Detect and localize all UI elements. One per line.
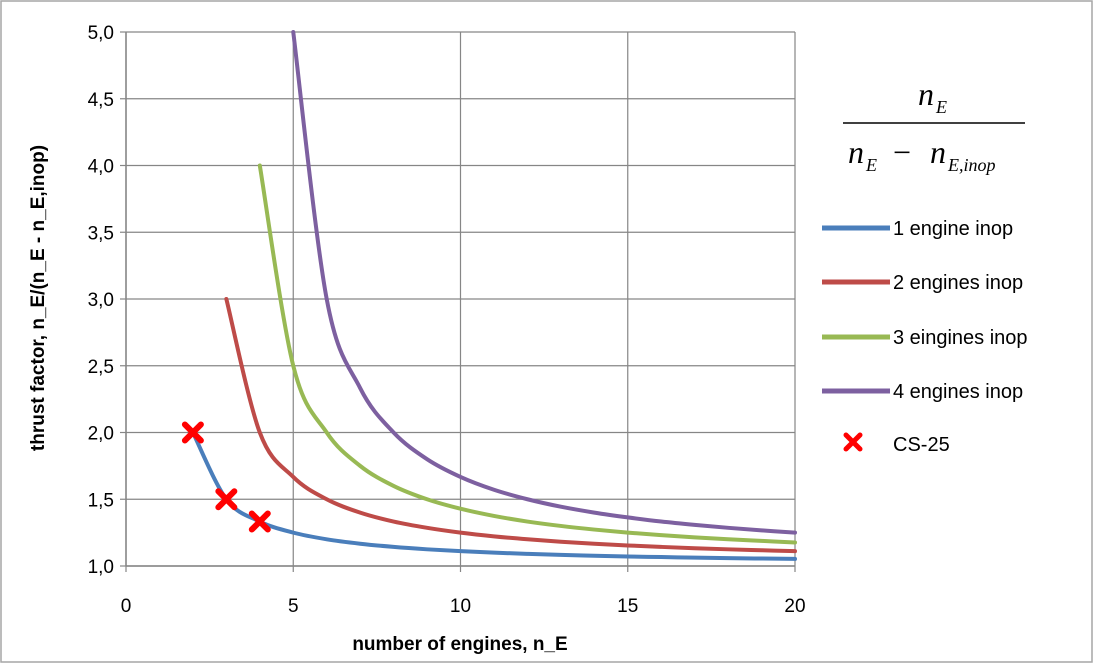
cs25-marker bbox=[181, 421, 204, 444]
y-tick-label: 1,5 bbox=[88, 490, 114, 511]
x-tick-label: 10 bbox=[450, 596, 471, 617]
legend-label-3: 3 eingines inop bbox=[893, 327, 1028, 349]
legend-marker-cs25 bbox=[843, 432, 863, 452]
cs25-marker-stroke bbox=[181, 421, 204, 444]
y-axis-title: thrust factor, n_E/(n_E - n_E,inop) bbox=[28, 145, 49, 451]
series-line-1 bbox=[190, 430, 797, 561]
x-tick-label: 20 bbox=[784, 596, 805, 617]
marker-layer bbox=[181, 421, 271, 533]
formula-denominator-2: n bbox=[930, 134, 946, 170]
formula-denominator: n bbox=[848, 134, 864, 170]
y-tick-label: 3,5 bbox=[88, 223, 114, 244]
y-tick-label: 5,0 bbox=[88, 23, 114, 44]
y-tick-label: 1,0 bbox=[88, 557, 114, 578]
formula-denominator-sub: E bbox=[865, 155, 877, 175]
x-tick-label: 0 bbox=[121, 596, 132, 617]
y-tick-label: 2,0 bbox=[88, 424, 114, 445]
axis-layer: 1,0 1,5 2,0 2,5 3,0 3,5 4,0 4,5 5,0 0 5 10 15 20 bbox=[88, 23, 806, 617]
cs25-marker-stroke bbox=[215, 488, 238, 511]
legend-label-2: 2 engines inop bbox=[893, 272, 1023, 294]
formula-numerator-sub: E bbox=[935, 97, 947, 117]
series-line-2 bbox=[224, 297, 797, 554]
legend-label-1: 1 engine inop bbox=[893, 218, 1013, 240]
y-tick-label: 4,0 bbox=[88, 157, 114, 178]
x-axis-title: number of engines, n_E bbox=[352, 634, 567, 655]
y-tick-label: 2,5 bbox=[88, 357, 114, 378]
legend: 1 engine inop 2 engines inop 3 eingines … bbox=[822, 218, 1028, 456]
y-tick-label: 4,5 bbox=[88, 90, 114, 111]
formula: n E n E − n E,inop bbox=[843, 76, 1025, 175]
series-line-3 bbox=[257, 163, 797, 545]
formula-numerator: n bbox=[918, 76, 934, 112]
cs25-marker bbox=[215, 488, 238, 511]
cs25-marker bbox=[248, 510, 271, 533]
formula-denominator-sub-2: E,inop bbox=[947, 155, 996, 175]
y-tick-label: 3,0 bbox=[88, 290, 114, 311]
series-layer bbox=[190, 30, 797, 561]
x-tick-label: 5 bbox=[288, 596, 299, 617]
series-line-4 bbox=[291, 30, 797, 535]
legend-label-5: CS-25 bbox=[893, 434, 950, 456]
legend-label-4: 4 engines inop bbox=[893, 381, 1023, 403]
formula-minus: − bbox=[893, 134, 911, 170]
cs25-marker-stroke bbox=[248, 510, 271, 533]
x-tick-label: 15 bbox=[617, 596, 638, 617]
